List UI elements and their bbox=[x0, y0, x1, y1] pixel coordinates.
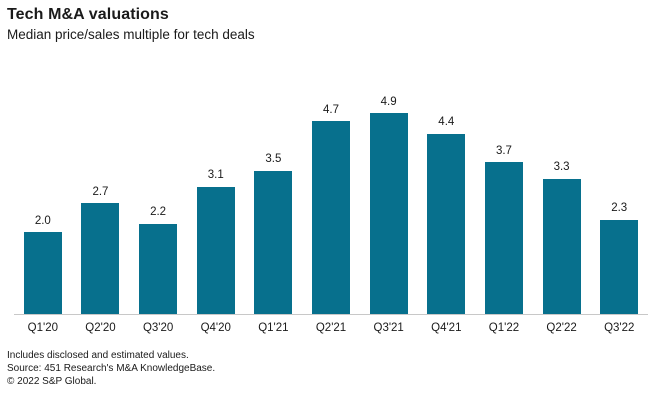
bar-value-label: 2.0 bbox=[34, 214, 51, 227]
x-axis-label: Q1'22 bbox=[488, 322, 520, 334]
bar-cell: 4.9 bbox=[360, 95, 418, 314]
bar-value-label: 4.9 bbox=[380, 95, 397, 108]
bar bbox=[369, 113, 408, 314]
bar-cell: 3.7 bbox=[475, 95, 533, 314]
x-axis-label: Q2'20 bbox=[85, 322, 116, 334]
x-axis-label: Q2'22 bbox=[546, 322, 577, 334]
source-footer: Includes disclosed and estimated values.… bbox=[7, 349, 215, 388]
bar bbox=[81, 203, 120, 314]
bar-value-label: 3.1 bbox=[207, 169, 224, 182]
chart-header: Tech M&A valuations Median price/sales m… bbox=[7, 6, 255, 42]
footer-source: Source: 451 Research's M&A KnowledgeBase… bbox=[7, 363, 216, 374]
x-axis-label: Q4'21 bbox=[431, 322, 462, 334]
bar-cell: 2.2 bbox=[129, 95, 187, 314]
bar-cell: 2.3 bbox=[590, 95, 648, 314]
bar bbox=[196, 186, 235, 314]
bar-cell: 4.4 bbox=[417, 95, 475, 314]
bar-value-label: 2.3 bbox=[611, 202, 628, 215]
bar bbox=[600, 219, 639, 314]
footer-copyright: © 2022 S&P Global. bbox=[7, 376, 97, 387]
bar-chart: 2.0 2.7 2.2 3.1 3.5 4.7 4.9 4.4 3.7 3.3 2.3 Q1'20 Q… bbox=[14, 95, 648, 334]
x-axis-line bbox=[14, 314, 648, 315]
bar-value-label: 2.7 bbox=[92, 185, 109, 198]
footer-note: Includes disclosed and estimated values. bbox=[7, 350, 189, 361]
plot-area: 2.0 2.7 2.2 3.1 3.5 4.7 4.9 4.4 3.7 3.3 2.3 bbox=[14, 95, 648, 314]
bar bbox=[484, 162, 523, 314]
bar-value-label: 4.4 bbox=[438, 116, 455, 129]
bar-value-label: 4.7 bbox=[323, 103, 340, 116]
bar bbox=[139, 223, 178, 314]
x-axis-label: Q3'20 bbox=[142, 322, 174, 334]
x-axis-label: Q1'20 bbox=[27, 322, 58, 334]
chart-title: Tech M&A valuations bbox=[7, 6, 169, 23]
bar-cell: 3.1 bbox=[187, 95, 245, 314]
bar bbox=[427, 133, 466, 314]
x-axis-label: Q3'21 bbox=[373, 322, 404, 334]
x-axis-label: Q4'20 bbox=[200, 322, 231, 334]
bar-cell: 2.7 bbox=[72, 95, 130, 314]
bar bbox=[254, 170, 293, 314]
bar-value-label: 3.3 bbox=[553, 161, 570, 174]
x-axis-label: Q1'21 bbox=[258, 322, 289, 334]
bar bbox=[542, 178, 581, 314]
bar bbox=[312, 121, 351, 314]
bar-cell: 2.0 bbox=[14, 95, 72, 314]
chart-subtitle: Median price/sales multiple for tech dea… bbox=[7, 27, 255, 42]
bar bbox=[23, 232, 62, 314]
bar-value-label: 3.7 bbox=[495, 144, 512, 157]
bar-cell: 4.7 bbox=[302, 95, 360, 314]
bar-cell: 3.3 bbox=[533, 95, 591, 314]
x-axis-label: Q2'21 bbox=[315, 322, 347, 334]
x-axis-labels: Q1'20 Q2'20 Q3'20 Q4'20 Q1'21 Q2'21 Q3'21 Q4'21… bbox=[14, 322, 648, 334]
bar-value-label: 3.5 bbox=[265, 153, 282, 165]
bar-value-label: 2.2 bbox=[150, 206, 167, 219]
bar-cell: 3.5 bbox=[245, 95, 303, 314]
x-axis-label: Q3'22 bbox=[604, 322, 635, 334]
